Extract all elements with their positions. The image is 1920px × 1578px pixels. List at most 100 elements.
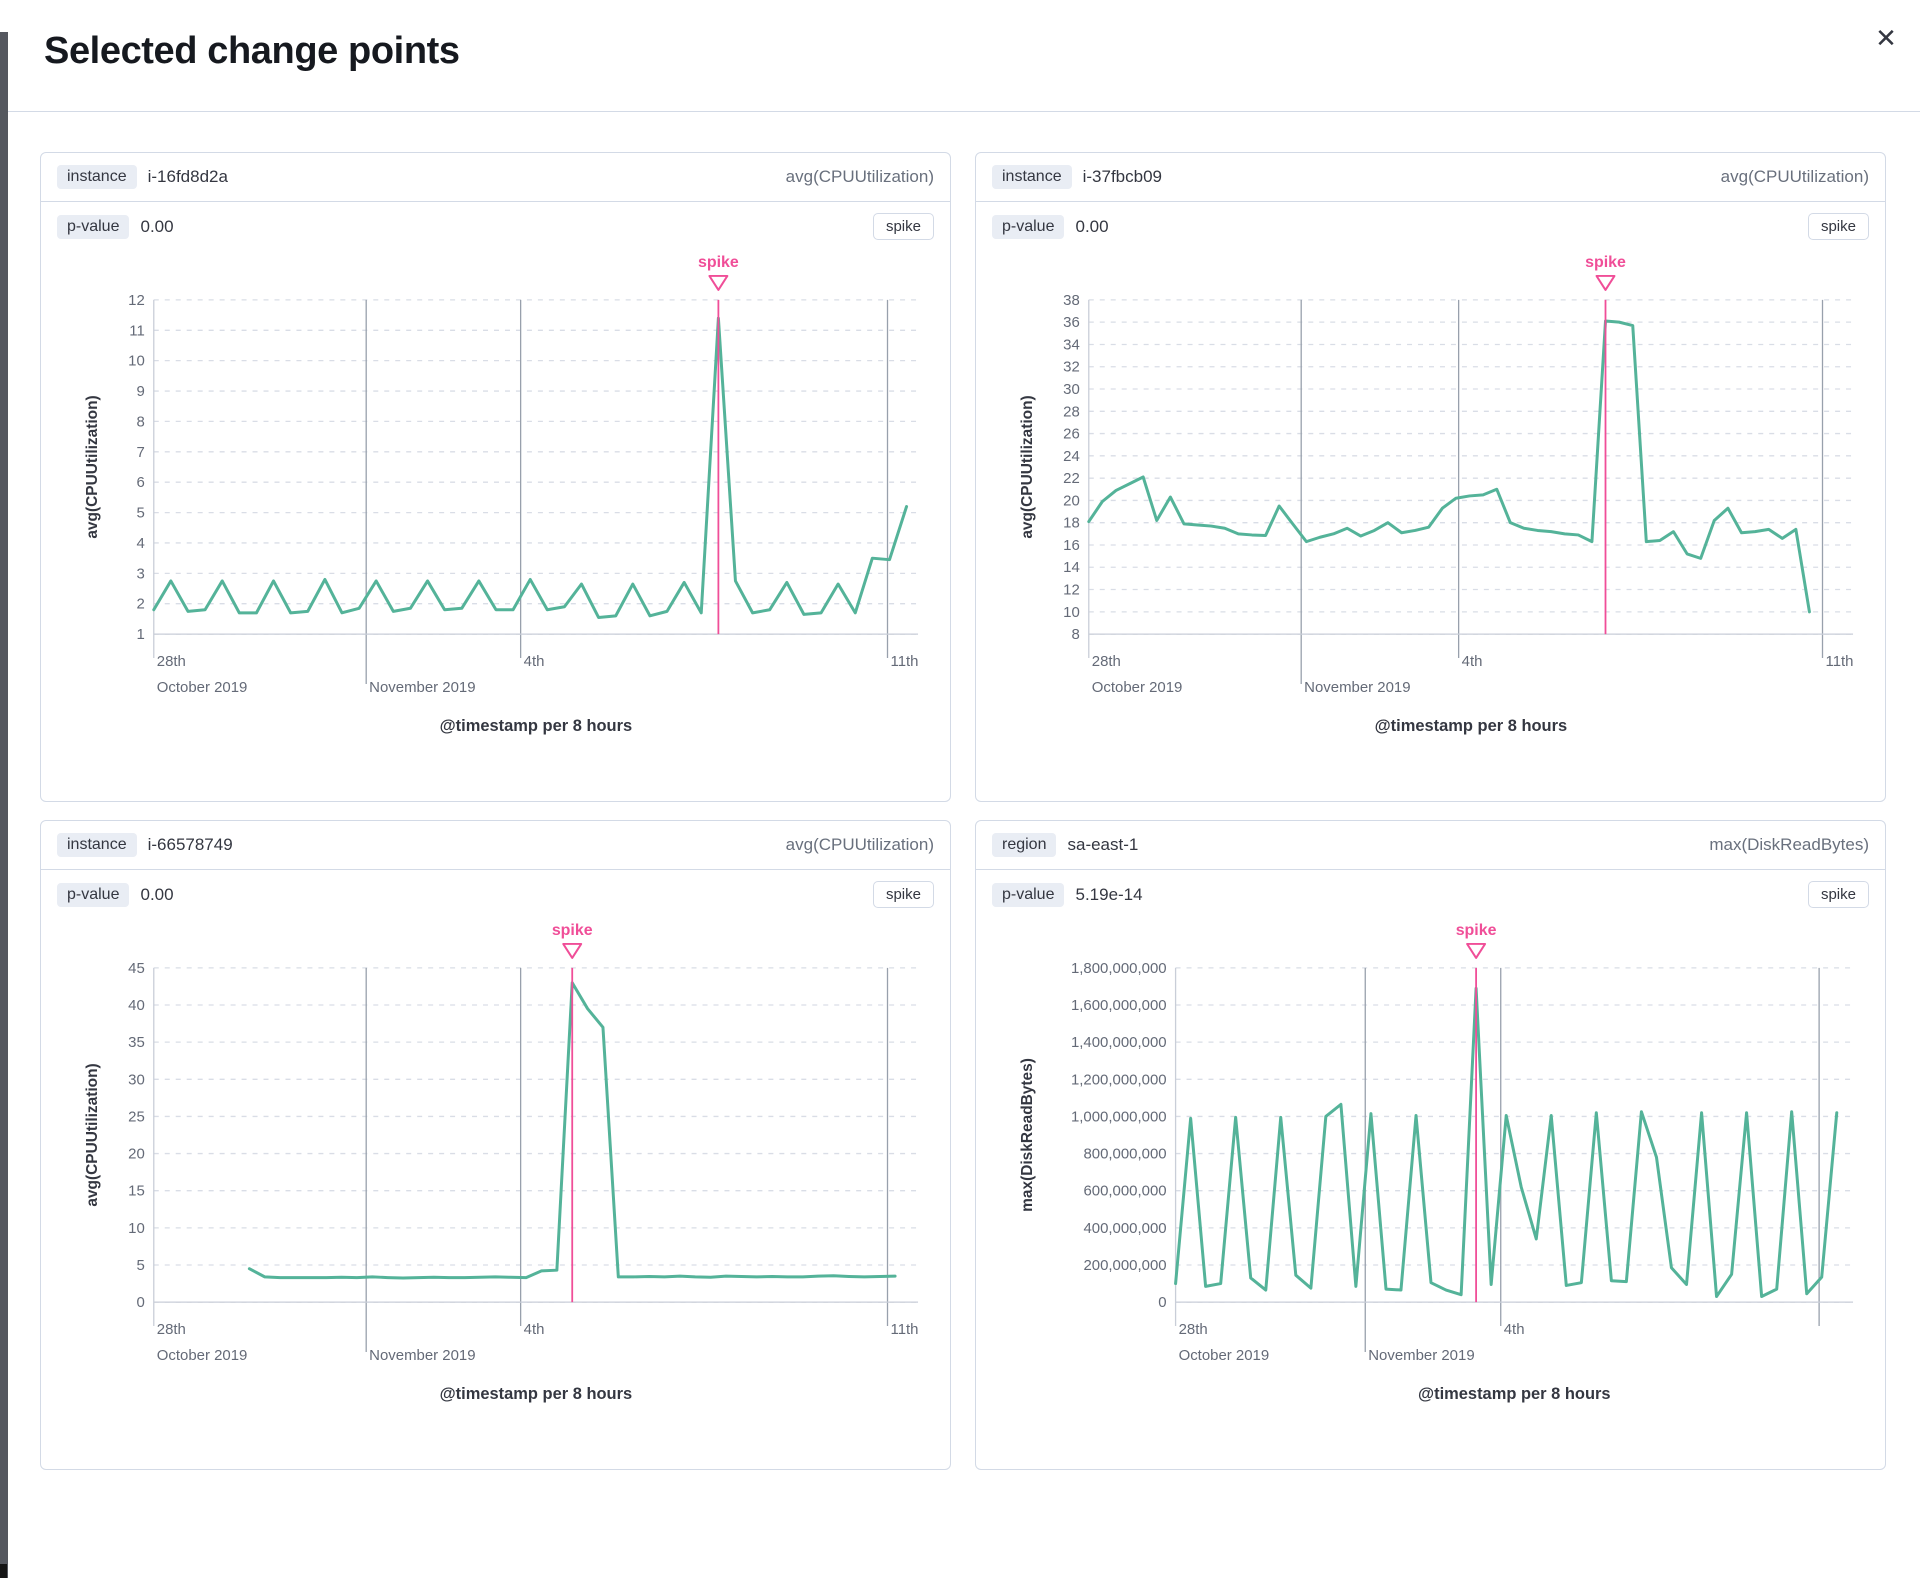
svg-text:8: 8 <box>1071 626 1079 643</box>
svg-text:11: 11 <box>129 322 145 339</box>
p-value-badge: p-value <box>57 214 130 239</box>
svg-text:4th: 4th <box>1462 653 1483 670</box>
metric-label: avg(CPUUtilization) <box>785 167 934 186</box>
change-point-chart: 8 10 12 14 16 18 20 22 24 26 28 30 32 34 36 38 spike 28th… <box>976 244 1885 747</box>
svg-text:30: 30 <box>1063 381 1080 398</box>
svg-text:3: 3 <box>136 565 144 582</box>
p-value-key-value: p-value 0.00 <box>57 882 174 907</box>
p-value: 0.00 <box>140 216 174 236</box>
svg-text:1: 1 <box>136 626 144 643</box>
svg-text:28th: 28th <box>1179 1321 1208 1338</box>
svg-text:@timestamp per 8 hours: @timestamp per 8 hours <box>440 1385 633 1403</box>
svg-text:1,600,000,000: 1,600,000,000 <box>1071 997 1167 1014</box>
change-type-badge: spike <box>872 213 934 240</box>
svg-text:@timestamp per 8 hours: @timestamp per 8 hours <box>1375 717 1568 735</box>
metric-label: max(DiskReadBytes) <box>1709 835 1869 854</box>
svg-text:12: 12 <box>1063 582 1080 599</box>
svg-text:4th: 4th <box>1504 1321 1525 1338</box>
svg-text:avg(CPUUtilization): avg(CPUUtilization) <box>84 1063 101 1206</box>
p-value-badge: p-value <box>992 214 1065 239</box>
svg-text:16: 16 <box>1063 537 1080 554</box>
close-icon[interactable]: ✕ <box>1866 18 1906 58</box>
svg-text:5: 5 <box>136 1257 144 1274</box>
svg-text:October 2019: October 2019 <box>1092 679 1183 696</box>
page-background-edge <box>0 32 8 1578</box>
p-value-key-value: p-value 5.19e-14 <box>992 882 1143 907</box>
group-value: i-66578749 <box>147 835 233 854</box>
svg-text:0: 0 <box>1158 1294 1166 1311</box>
group-key-value: instance i-66578749 <box>57 833 233 857</box>
svg-text:600,000,000: 600,000,000 <box>1083 1183 1166 1200</box>
svg-text:20: 20 <box>1063 492 1080 509</box>
svg-text:4th: 4th <box>524 653 545 670</box>
modal-title: Selected change points <box>44 30 460 72</box>
change-point-panel: instance i-66578749 avg(CPUUtilization) … <box>40 820 951 1470</box>
svg-text:24: 24 <box>1063 448 1080 465</box>
svg-text:800,000,000: 800,000,000 <box>1083 1146 1166 1163</box>
group-field-badge: instance <box>57 165 137 189</box>
page-background-corner <box>0 1564 7 1578</box>
panel-header: instance i-66578749 avg(CPUUtilization) <box>41 821 950 870</box>
svg-text:400,000,000: 400,000,000 <box>1083 1220 1166 1237</box>
svg-text:@timestamp per 8 hours: @timestamp per 8 hours <box>1418 1385 1611 1403</box>
svg-text:4th: 4th <box>524 1321 545 1338</box>
change-point-chart: 0 200,000,000 400,000,000 600,000,000 800,00… <box>976 912 1885 1415</box>
svg-text:28th: 28th <box>157 653 186 670</box>
p-value: 5.19e-14 <box>1075 884 1143 904</box>
svg-text:11th: 11th <box>890 1321 918 1338</box>
svg-text:@timestamp per 8 hours: @timestamp per 8 hours <box>440 717 633 735</box>
change-type-badge: spike <box>1807 213 1869 240</box>
svg-text:spike: spike <box>1585 254 1626 271</box>
svg-text:November 2019: November 2019 <box>369 1347 475 1364</box>
group-key-value: instance i-16fd8d2a <box>57 165 228 189</box>
panel-header: region sa-east-1 max(DiskReadBytes) <box>976 821 1885 870</box>
svg-text:28: 28 <box>1063 403 1080 420</box>
svg-text:avg(CPUUtilization): avg(CPUUtilization) <box>84 395 101 538</box>
p-value-key-value: p-value 0.00 <box>992 214 1109 239</box>
svg-text:avg(CPUUtilization): avg(CPUUtilization) <box>1019 395 1036 538</box>
change-point-panel: region sa-east-1 max(DiskReadBytes) p-va… <box>975 820 1886 1470</box>
svg-text:26: 26 <box>1063 426 1080 443</box>
svg-text:18: 18 <box>1063 515 1080 532</box>
svg-text:1,800,000,000: 1,800,000,000 <box>1071 960 1167 977</box>
svg-text:10: 10 <box>128 353 145 370</box>
p-value-key-value: p-value 0.00 <box>57 214 174 239</box>
metric-label: avg(CPUUtilization) <box>785 835 934 854</box>
group-field-badge: instance <box>57 833 137 857</box>
svg-text:October 2019: October 2019 <box>157 1347 248 1364</box>
svg-text:45: 45 <box>128 960 145 977</box>
svg-text:38: 38 <box>1063 292 1080 309</box>
svg-text:28th: 28th <box>1092 653 1121 670</box>
group-key-value: instance i-37fbcb09 <box>992 165 1162 189</box>
metric-label: avg(CPUUtilization) <box>1720 167 1869 186</box>
change-point-grid: instance i-16fd8d2a avg(CPUUtilization) … <box>8 112 1920 1540</box>
svg-text:November 2019: November 2019 <box>1368 1347 1474 1364</box>
svg-text:spike: spike <box>552 922 593 939</box>
svg-text:6: 6 <box>136 474 144 491</box>
p-value-badge: p-value <box>57 882 130 907</box>
svg-text:40: 40 <box>128 997 145 1014</box>
svg-text:32: 32 <box>1063 359 1080 376</box>
svg-text:November 2019: November 2019 <box>1304 679 1410 696</box>
group-field-badge: instance <box>992 165 1072 189</box>
group-key-value: region sa-east-1 <box>992 833 1138 857</box>
change-type-badge: spike <box>1807 881 1869 908</box>
panel-subheader: p-value 0.00 spike <box>976 202 1885 244</box>
svg-text:October 2019: October 2019 <box>1179 1347 1270 1364</box>
group-value: i-37fbcb09 <box>1082 167 1162 186</box>
panel-subheader: p-value 5.19e-14 spike <box>976 870 1885 912</box>
svg-text:4: 4 <box>136 535 144 552</box>
svg-text:spike: spike <box>1456 922 1497 939</box>
panel-header: instance i-37fbcb09 avg(CPUUtilization) <box>976 153 1885 202</box>
svg-text:11th: 11th <box>1825 653 1853 670</box>
svg-text:10: 10 <box>128 1220 145 1237</box>
svg-text:25: 25 <box>128 1108 145 1125</box>
svg-text:October 2019: October 2019 <box>157 679 248 696</box>
change-point-panel: instance i-16fd8d2a avg(CPUUtilization) … <box>40 152 951 802</box>
panel-subheader: p-value 0.00 spike <box>41 202 950 244</box>
group-value: sa-east-1 <box>1067 835 1139 854</box>
change-point-panel: instance i-37fbcb09 avg(CPUUtilization) … <box>975 152 1886 802</box>
modal-header: Selected change points ✕ <box>8 0 1920 112</box>
svg-text:spike: spike <box>698 254 739 271</box>
svg-text:34: 34 <box>1063 336 1080 353</box>
